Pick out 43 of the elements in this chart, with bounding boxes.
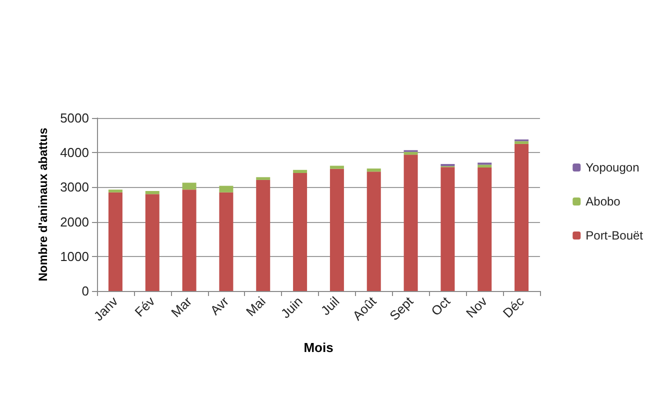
y-tick-label: 2000 — [60, 214, 89, 230]
bar — [145, 194, 160, 291]
bar — [293, 173, 308, 291]
bar — [256, 180, 270, 291]
bar — [182, 182, 196, 190]
x-tick-label: Oct — [428, 293, 454, 319]
bar — [514, 141, 529, 144]
x-tick-label: Nov — [462, 293, 490, 321]
bar — [145, 191, 160, 194]
bar — [514, 144, 529, 291]
legend-label: Yopougon — [586, 160, 640, 174]
bar — [440, 167, 455, 291]
bar — [478, 164, 492, 168]
bar — [219, 192, 234, 291]
bar — [478, 167, 492, 291]
bar — [108, 190, 122, 192]
bar — [330, 168, 344, 291]
x-tick-label: Juin — [278, 294, 306, 322]
bar — [182, 190, 196, 291]
bar — [256, 177, 270, 180]
y-tick-label: 4000 — [60, 145, 89, 160]
x-tick-label: Juil — [318, 294, 342, 318]
bar — [366, 168, 381, 172]
x-tick-label: Mar — [168, 293, 196, 320]
x-axis-title: Mois — [304, 340, 334, 355]
y-tick-label: 5000 — [60, 110, 89, 126]
bar — [330, 166, 344, 169]
legend-label: Abobo — [586, 194, 621, 208]
bar — [366, 172, 381, 291]
bar — [404, 152, 418, 155]
y-tick-label: 0 — [82, 284, 89, 298]
legend-label: Port-Bouët — [586, 228, 644, 242]
y-tick-label: 3000 — [60, 180, 89, 195]
bar — [404, 154, 418, 291]
x-tick-label: Mai — [243, 294, 268, 320]
x-tick-label: Déc — [500, 293, 528, 321]
bar — [108, 192, 122, 291]
x-tick-label: Fév — [132, 293, 158, 320]
x-tick-label: Avr — [207, 293, 232, 318]
bar — [293, 170, 308, 174]
y-axis-title: Nombre d'animaux abattus — [36, 127, 50, 282]
y-tick-label: 1000 — [60, 248, 89, 264]
bar — [219, 186, 234, 192]
